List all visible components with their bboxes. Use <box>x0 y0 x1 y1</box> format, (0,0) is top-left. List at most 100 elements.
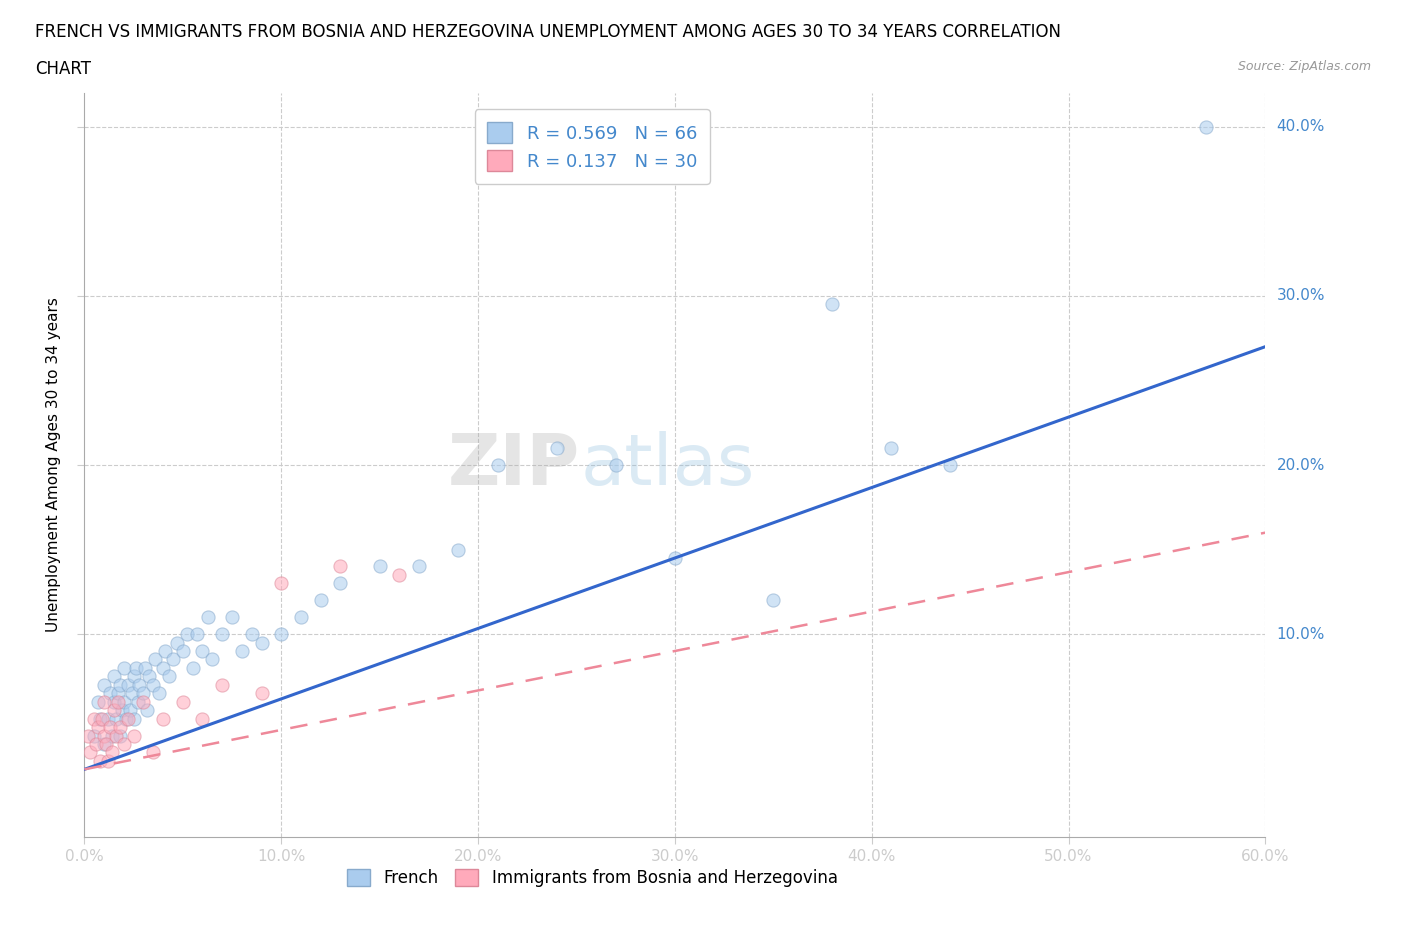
Point <box>117 711 139 726</box>
Point <box>211 627 233 642</box>
Text: 10.0%: 10.0% <box>1277 627 1324 642</box>
Point <box>143 652 166 667</box>
Point <box>101 728 124 743</box>
Point <box>89 753 111 768</box>
Point <box>240 627 263 642</box>
Point <box>166 635 188 650</box>
Point <box>128 677 150 692</box>
Point <box>172 644 194 658</box>
Point <box>112 695 135 710</box>
Point <box>107 685 129 700</box>
Point <box>103 703 125 718</box>
Point <box>546 441 568 456</box>
Point <box>605 458 627 472</box>
Point <box>104 711 127 726</box>
Point <box>172 695 194 710</box>
Point <box>486 458 509 472</box>
Point <box>98 685 121 700</box>
Point <box>83 728 105 743</box>
Point <box>191 644 214 658</box>
Point <box>221 610 243 625</box>
Point <box>127 695 149 710</box>
Point <box>762 592 785 607</box>
Point <box>152 660 174 675</box>
Point <box>121 685 143 700</box>
Point <box>87 720 110 735</box>
Point <box>84 737 107 751</box>
Text: ZIP: ZIP <box>449 431 581 499</box>
Point <box>79 745 101 760</box>
Point <box>231 644 253 658</box>
Point <box>880 441 903 456</box>
Point <box>117 677 139 692</box>
Text: 30.0%: 30.0% <box>1277 288 1324 303</box>
Point <box>108 720 131 735</box>
Point <box>148 685 170 700</box>
Point <box>1195 119 1218 134</box>
Point <box>118 703 141 718</box>
Point <box>104 728 127 743</box>
Point <box>101 745 124 760</box>
Point <box>103 669 125 684</box>
Point <box>408 559 430 574</box>
Point <box>939 458 962 472</box>
Point <box>138 669 160 684</box>
Text: 20.0%: 20.0% <box>1277 458 1324 472</box>
Point <box>93 695 115 710</box>
Point <box>152 711 174 726</box>
Text: Source: ZipAtlas.com: Source: ZipAtlas.com <box>1237 60 1371 73</box>
Legend: French, Immigrants from Bosnia and Herzegovina: French, Immigrants from Bosnia and Herze… <box>339 861 846 896</box>
Point <box>197 610 219 625</box>
Point <box>97 753 120 768</box>
Point <box>98 720 121 735</box>
Point <box>181 660 204 675</box>
Point <box>103 695 125 710</box>
Point <box>329 559 352 574</box>
Point <box>270 576 292 591</box>
Point <box>136 703 159 718</box>
Point <box>83 711 105 726</box>
Point <box>122 728 145 743</box>
Point <box>111 703 134 718</box>
Point <box>201 652 224 667</box>
Point <box>89 711 111 726</box>
Y-axis label: Unemployment Among Ages 30 to 34 years: Unemployment Among Ages 30 to 34 years <box>46 298 62 632</box>
Point <box>132 695 155 710</box>
Point <box>290 610 312 625</box>
Point <box>108 728 131 743</box>
Point <box>108 677 131 692</box>
Point <box>93 737 115 751</box>
Point <box>162 652 184 667</box>
Point <box>93 728 115 743</box>
Point <box>176 627 198 642</box>
Point <box>309 592 332 607</box>
Point <box>122 711 145 726</box>
Point <box>122 669 145 684</box>
Point <box>97 711 120 726</box>
Point <box>157 669 180 684</box>
Point <box>134 660 156 675</box>
Point <box>91 711 114 726</box>
Point <box>87 695 110 710</box>
Point <box>368 559 391 574</box>
Point <box>114 711 136 726</box>
Point <box>388 567 411 582</box>
Text: 40.0%: 40.0% <box>1277 119 1324 134</box>
Point <box>93 677 115 692</box>
Point <box>211 677 233 692</box>
Point <box>112 660 135 675</box>
Point <box>132 685 155 700</box>
Point <box>250 685 273 700</box>
Point <box>153 644 176 658</box>
Point <box>94 737 117 751</box>
Point <box>250 635 273 650</box>
Text: FRENCH VS IMMIGRANTS FROM BOSNIA AND HERZEGOVINA UNEMPLOYMENT AMONG AGES 30 TO 3: FRENCH VS IMMIGRANTS FROM BOSNIA AND HER… <box>35 23 1062 41</box>
Point <box>329 576 352 591</box>
Text: atlas: atlas <box>581 431 755 499</box>
Point <box>191 711 214 726</box>
Point <box>107 695 129 710</box>
Point <box>447 542 470 557</box>
Point <box>142 677 165 692</box>
Text: CHART: CHART <box>35 60 91 78</box>
Point <box>186 627 208 642</box>
